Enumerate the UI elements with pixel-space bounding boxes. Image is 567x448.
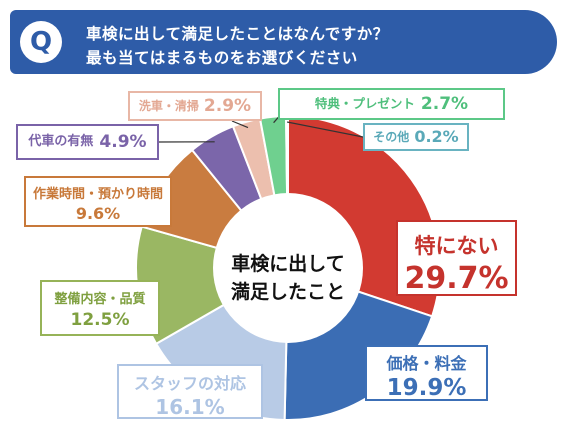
slice-label-box: 価格・料金 19.9% xyxy=(365,345,488,401)
slice-label-name: 代車の有無 xyxy=(28,134,94,149)
leader-line xyxy=(231,120,249,129)
leader-line xyxy=(286,121,364,138)
slice-label-value: 29.7% xyxy=(404,261,509,296)
donut-hole xyxy=(213,193,363,343)
donut-center-text-line-1: 車検に出して xyxy=(231,253,345,275)
question-banner: Q 車検に出して満足したことはなんですか？ 最も当てはまるものをお選びください xyxy=(10,10,557,74)
slice-label-name: 特にない xyxy=(414,234,499,258)
donut-center-text-line-2: 満足したこと xyxy=(230,281,345,303)
slice-label-name: 作業時間・預かり時間 xyxy=(32,187,163,202)
slice-label-box: 代車の有無 4.9% xyxy=(16,124,159,160)
slice-label-value: 4.9% xyxy=(99,132,147,152)
slice-label-value: 19.9% xyxy=(386,375,467,401)
slice-label-value: 16.1% xyxy=(155,395,225,419)
slice-label-value: 12.5% xyxy=(70,310,130,330)
slice-label-box: 特にない 29.7% xyxy=(396,220,517,296)
slice-label-name: 整備内容・品質 xyxy=(54,292,146,307)
slice-label-box: スタッフの対応 16.1% xyxy=(117,364,263,419)
slice-label-name: 特典・プレゼント xyxy=(314,96,415,111)
slice-label-name: 洗車・清掃 xyxy=(138,99,199,113)
slice-label-box: 洗車・清掃 2.9% xyxy=(128,91,262,121)
slice-label-value: 0.2% xyxy=(414,127,459,146)
slice-label-value: 2.9% xyxy=(203,96,252,116)
slice-label-box: その他 0.2% xyxy=(363,123,469,151)
slice-label-value: 9.6% xyxy=(75,204,121,223)
slice-label-name: スタッフの対応 xyxy=(133,374,246,393)
slice-label-box: 特典・プレゼント 2.7% xyxy=(278,88,505,120)
q-badge: Q xyxy=(20,21,62,63)
slice-label-name: その他 xyxy=(373,130,410,144)
question-line-1: 車検に出して満足したことはなんですか？ xyxy=(86,25,389,43)
slice-label-box: 整備内容・品質 12.5% xyxy=(40,280,160,336)
question-line-2: 最も当てはまるものをお選びください xyxy=(86,49,358,67)
slice-label-box: 作業時間・預かり時間 9.6% xyxy=(24,176,172,227)
slice-label-name: 価格・料金 xyxy=(386,354,467,373)
slice-label-value: 2.7% xyxy=(420,94,469,114)
